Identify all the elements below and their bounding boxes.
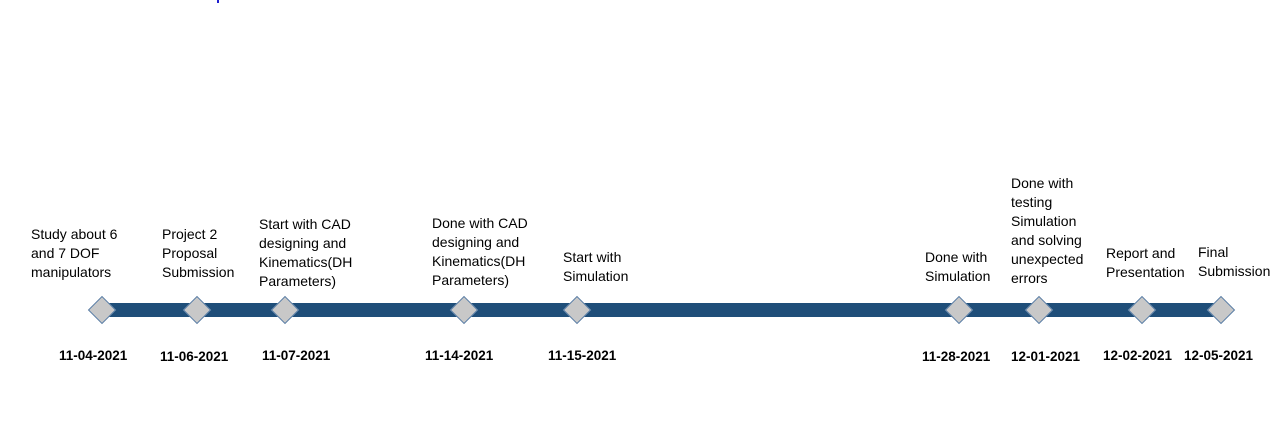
milestone-marker-3 xyxy=(270,295,300,325)
milestone-date-9: 12-05-2021 xyxy=(1184,348,1254,363)
milestone-date-8: 12-02-2021 xyxy=(1103,348,1173,363)
milestone-label-1: Study about 6 and 7 DOF manipulators xyxy=(31,226,118,280)
milestone-marker-2 xyxy=(182,295,212,325)
milestone-marker-8 xyxy=(1127,295,1157,325)
milestone-label-9: Final Submission xyxy=(1198,244,1271,279)
milestone-marker-4 xyxy=(449,295,479,325)
milestone-marker-1 xyxy=(87,295,117,325)
milestone-marker-5 xyxy=(562,295,592,325)
milestone-label-6: Done with Simulation xyxy=(925,249,991,284)
milestone-date-5: 11-15-2021 xyxy=(548,348,617,363)
milestone-marker-9 xyxy=(1206,295,1236,325)
milestone-date-6: 11-28-2021 xyxy=(922,349,991,364)
milestone-date-4: 11-14-2021 xyxy=(425,348,494,363)
milestone-label-2: Project 2 Proposal Submission xyxy=(162,226,235,280)
milestone-label-4: Done with CAD designing and Kinematics(D… xyxy=(432,215,528,288)
milestone-date-3: 11-07-2021 xyxy=(262,348,331,363)
stray-dot xyxy=(217,0,219,3)
milestone-marker-7 xyxy=(1024,295,1054,325)
milestone-label-7: Done with testing Simulation and solving… xyxy=(1011,175,1084,286)
milestone-date-7: 12-01-2021 xyxy=(1011,349,1081,364)
milestone-date-1: 11-04-2021 xyxy=(59,348,128,363)
milestone-date-2: 11-06-2021 xyxy=(160,349,229,364)
milestone-label-3: Start with CAD designing and Kinematics(… xyxy=(259,216,353,289)
milestone-label-8: Report and Presentation xyxy=(1106,245,1185,280)
milestone-label-5: Start with Simulation xyxy=(563,249,629,284)
timeline-track xyxy=(101,303,1221,317)
milestone-marker-6 xyxy=(944,295,974,325)
